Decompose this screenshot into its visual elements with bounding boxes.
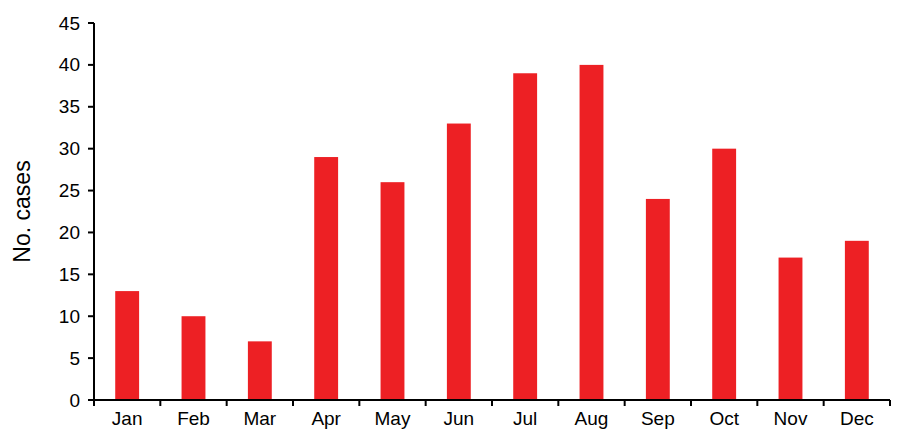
y-tick <box>88 148 94 150</box>
x-tick <box>756 400 758 406</box>
x-tick-label: Mar <box>243 408 276 429</box>
x-tick <box>557 400 559 406</box>
x-tick <box>624 400 626 406</box>
y-tick <box>88 315 94 317</box>
bar <box>513 73 537 400</box>
x-tick <box>889 400 891 406</box>
x-tick-label: May <box>375 408 411 429</box>
x-tick-label: Nov <box>774 408 808 429</box>
bar <box>381 182 405 400</box>
bar <box>447 124 471 400</box>
y-tick-label: 10 <box>59 306 80 327</box>
y-axis-label: No. cases <box>9 160 35 262</box>
x-tick <box>292 400 294 406</box>
x-tick <box>93 400 95 406</box>
x-tick-label: Jan <box>112 408 143 429</box>
bar <box>314 157 338 400</box>
chart: 0 5 10 15 20 25 30 35 40 45 Jan Feb Mar Apr May Jun Jul A… <box>0 0 900 441</box>
x-tick-label: Dec <box>840 408 874 429</box>
bar <box>580 65 604 400</box>
bar <box>712 149 736 400</box>
x-tick-label: Aug <box>575 408 609 429</box>
y-tick-label: 35 <box>59 96 80 117</box>
y-tick-label: 5 <box>69 348 80 369</box>
x-tick <box>425 400 427 406</box>
x-tick-label: Jul <box>513 408 537 429</box>
bar <box>646 199 670 400</box>
y-tick <box>88 22 94 24</box>
bar <box>845 241 869 400</box>
x-tick <box>159 400 161 406</box>
y-tick <box>88 106 94 108</box>
x-tick <box>690 400 692 406</box>
y-tick <box>88 231 94 233</box>
y-tick <box>88 273 94 275</box>
x-tick <box>358 400 360 406</box>
x-tick <box>491 400 493 406</box>
y-tick-label: 0 <box>69 390 80 411</box>
y-tick-label: 30 <box>59 138 80 159</box>
x-tick-label: Sep <box>641 408 675 429</box>
y-tick-label: 20 <box>59 222 80 243</box>
bar <box>182 316 206 400</box>
x-tick-label: Feb <box>177 408 210 429</box>
y-tick-label: 40 <box>59 54 80 75</box>
y-tick <box>88 190 94 192</box>
x-tick-label: Jun <box>444 408 475 429</box>
x-tick <box>226 400 228 406</box>
bar <box>779 258 803 400</box>
y-tick-label: 25 <box>59 180 80 201</box>
bars <box>115 65 869 400</box>
x-tick-label: Oct <box>709 408 739 429</box>
y-tick <box>88 357 94 359</box>
y-tick-label: 15 <box>59 264 80 285</box>
y-axis <box>93 23 95 400</box>
x-tick-label: Apr <box>311 408 341 429</box>
y-tick-label: 45 <box>59 13 80 34</box>
bar <box>115 291 139 400</box>
bar <box>248 341 272 400</box>
y-tick <box>88 64 94 66</box>
x-tick <box>823 400 825 406</box>
